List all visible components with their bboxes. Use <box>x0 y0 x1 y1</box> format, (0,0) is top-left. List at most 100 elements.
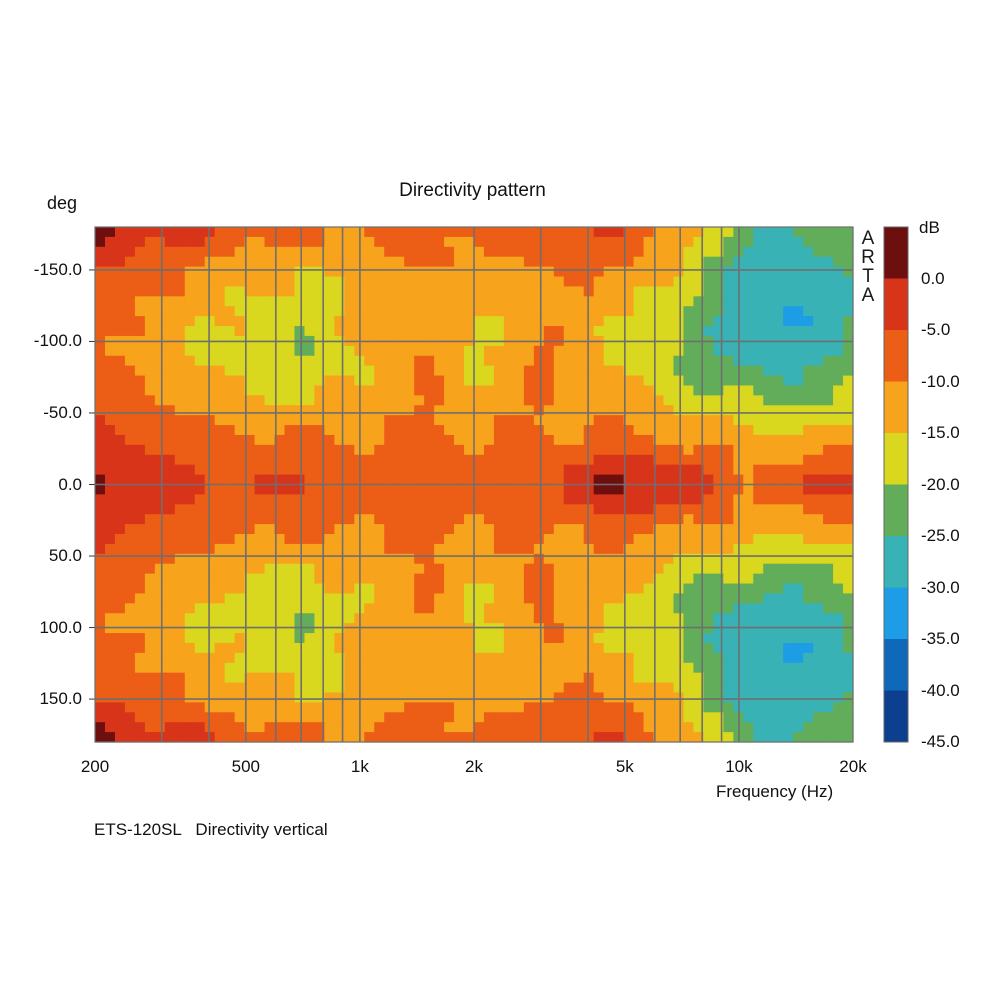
heatmap-cell <box>723 722 734 733</box>
heatmap-cell <box>763 385 774 396</box>
heatmap-cell <box>324 672 335 684</box>
heatmap-cell <box>334 296 345 307</box>
heatmap-cell <box>603 355 615 367</box>
heatmap-cell <box>783 405 794 416</box>
heatmap-cell <box>673 682 685 694</box>
heatmap-cell <box>513 543 525 555</box>
heatmap-cell <box>194 385 206 396</box>
heatmap-cell <box>234 633 246 644</box>
heatmap-cell <box>543 613 555 624</box>
heatmap-cell <box>194 464 206 476</box>
heatmap-cell <box>154 543 166 555</box>
heatmap-cell <box>663 603 675 614</box>
heatmap-cell <box>723 444 734 456</box>
heatmap-cell <box>833 434 844 446</box>
heatmap-cell <box>593 494 605 505</box>
heatmap-cell <box>793 266 804 278</box>
heatmap-cell <box>833 573 844 585</box>
heatmap-cell <box>543 652 555 664</box>
heatmap-cell <box>104 395 116 406</box>
heatmap-cell <box>344 633 355 644</box>
heatmap-cell <box>104 524 116 535</box>
heatmap-cell <box>643 732 655 743</box>
heatmap-cell <box>623 504 635 515</box>
heatmap-cell <box>653 573 665 585</box>
heatmap-cell <box>254 543 266 555</box>
heatmap-cell <box>274 375 286 387</box>
heatmap-cell <box>314 326 325 337</box>
heatmap-cell <box>434 365 445 377</box>
heatmap-cell <box>623 434 635 446</box>
heatmap-cell <box>454 652 465 664</box>
heatmap-cell <box>134 316 146 327</box>
heatmap-cell <box>284 355 296 367</box>
heatmap-cell <box>154 444 166 456</box>
heatmap-cell <box>753 316 764 327</box>
heatmap-cell <box>503 573 515 585</box>
heatmap-cell <box>174 464 186 476</box>
heatmap-cell <box>304 266 316 278</box>
heatmap-cell <box>843 306 854 317</box>
heatmap-cell <box>194 227 206 238</box>
heatmap-cell <box>444 484 455 495</box>
heatmap-cell <box>144 286 156 297</box>
heatmap-cell <box>713 256 724 268</box>
heatmap-cell <box>683 732 695 743</box>
heatmap-cell <box>703 514 714 525</box>
heatmap-cell <box>114 543 126 555</box>
heatmap-cell <box>364 415 375 426</box>
heatmap-cell <box>533 405 545 416</box>
heatmap-cell <box>95 236 106 248</box>
heatmap-cell <box>124 593 136 604</box>
heatmap-cell <box>803 543 814 555</box>
heatmap-cell <box>464 682 475 694</box>
heatmap-cell <box>334 504 345 515</box>
heatmap-cell <box>364 553 375 565</box>
heatmap-cell <box>234 444 246 456</box>
heatmap-cell <box>234 662 246 674</box>
heatmap-cell <box>543 375 555 387</box>
heatmap-cell <box>653 692 665 703</box>
heatmap-cell <box>503 563 515 575</box>
heatmap-cell <box>673 524 685 535</box>
heatmap-cell <box>503 662 515 674</box>
heatmap-cell <box>394 573 405 585</box>
heatmap-cell <box>823 326 834 337</box>
heatmap-cell <box>394 425 405 436</box>
heatmap-cell <box>374 236 385 248</box>
heatmap-cell <box>244 286 256 297</box>
heatmap-cell <box>533 444 545 456</box>
heatmap-cell <box>95 306 106 317</box>
heatmap-cell <box>643 623 655 634</box>
heatmap-cell <box>803 662 814 674</box>
heatmap-cell <box>424 425 435 436</box>
heatmap-cell <box>523 415 535 426</box>
heatmap-cell <box>234 524 246 535</box>
heatmap-cell <box>444 692 455 703</box>
heatmap-cell <box>474 484 485 495</box>
heatmap-cell <box>424 326 435 337</box>
heatmap-cell <box>304 623 316 634</box>
heatmap-cell <box>623 652 635 664</box>
heatmap-cell <box>314 504 325 515</box>
heatmap-cell <box>533 652 545 664</box>
heatmap-cell <box>434 583 445 595</box>
heatmap-cell <box>374 652 385 664</box>
heatmap-cell <box>663 583 675 595</box>
heatmap-cell <box>773 633 784 644</box>
heatmap-cell <box>743 375 754 387</box>
heatmap-cell <box>374 375 385 387</box>
heatmap-cell <box>573 474 585 486</box>
heatmap-cell <box>643 425 655 436</box>
heatmap-cell <box>244 484 256 495</box>
heatmap-cell <box>723 613 734 624</box>
heatmap-cell <box>244 504 256 515</box>
heatmap-cell <box>513 345 525 357</box>
heatmap-cell <box>314 256 325 268</box>
heatmap-cell <box>813 385 824 396</box>
heatmap-cell <box>134 652 146 664</box>
heatmap-cell <box>264 652 276 664</box>
heatmap-cell <box>214 405 226 416</box>
heatmap-cell <box>643 276 655 288</box>
heatmap-cell <box>623 722 635 733</box>
